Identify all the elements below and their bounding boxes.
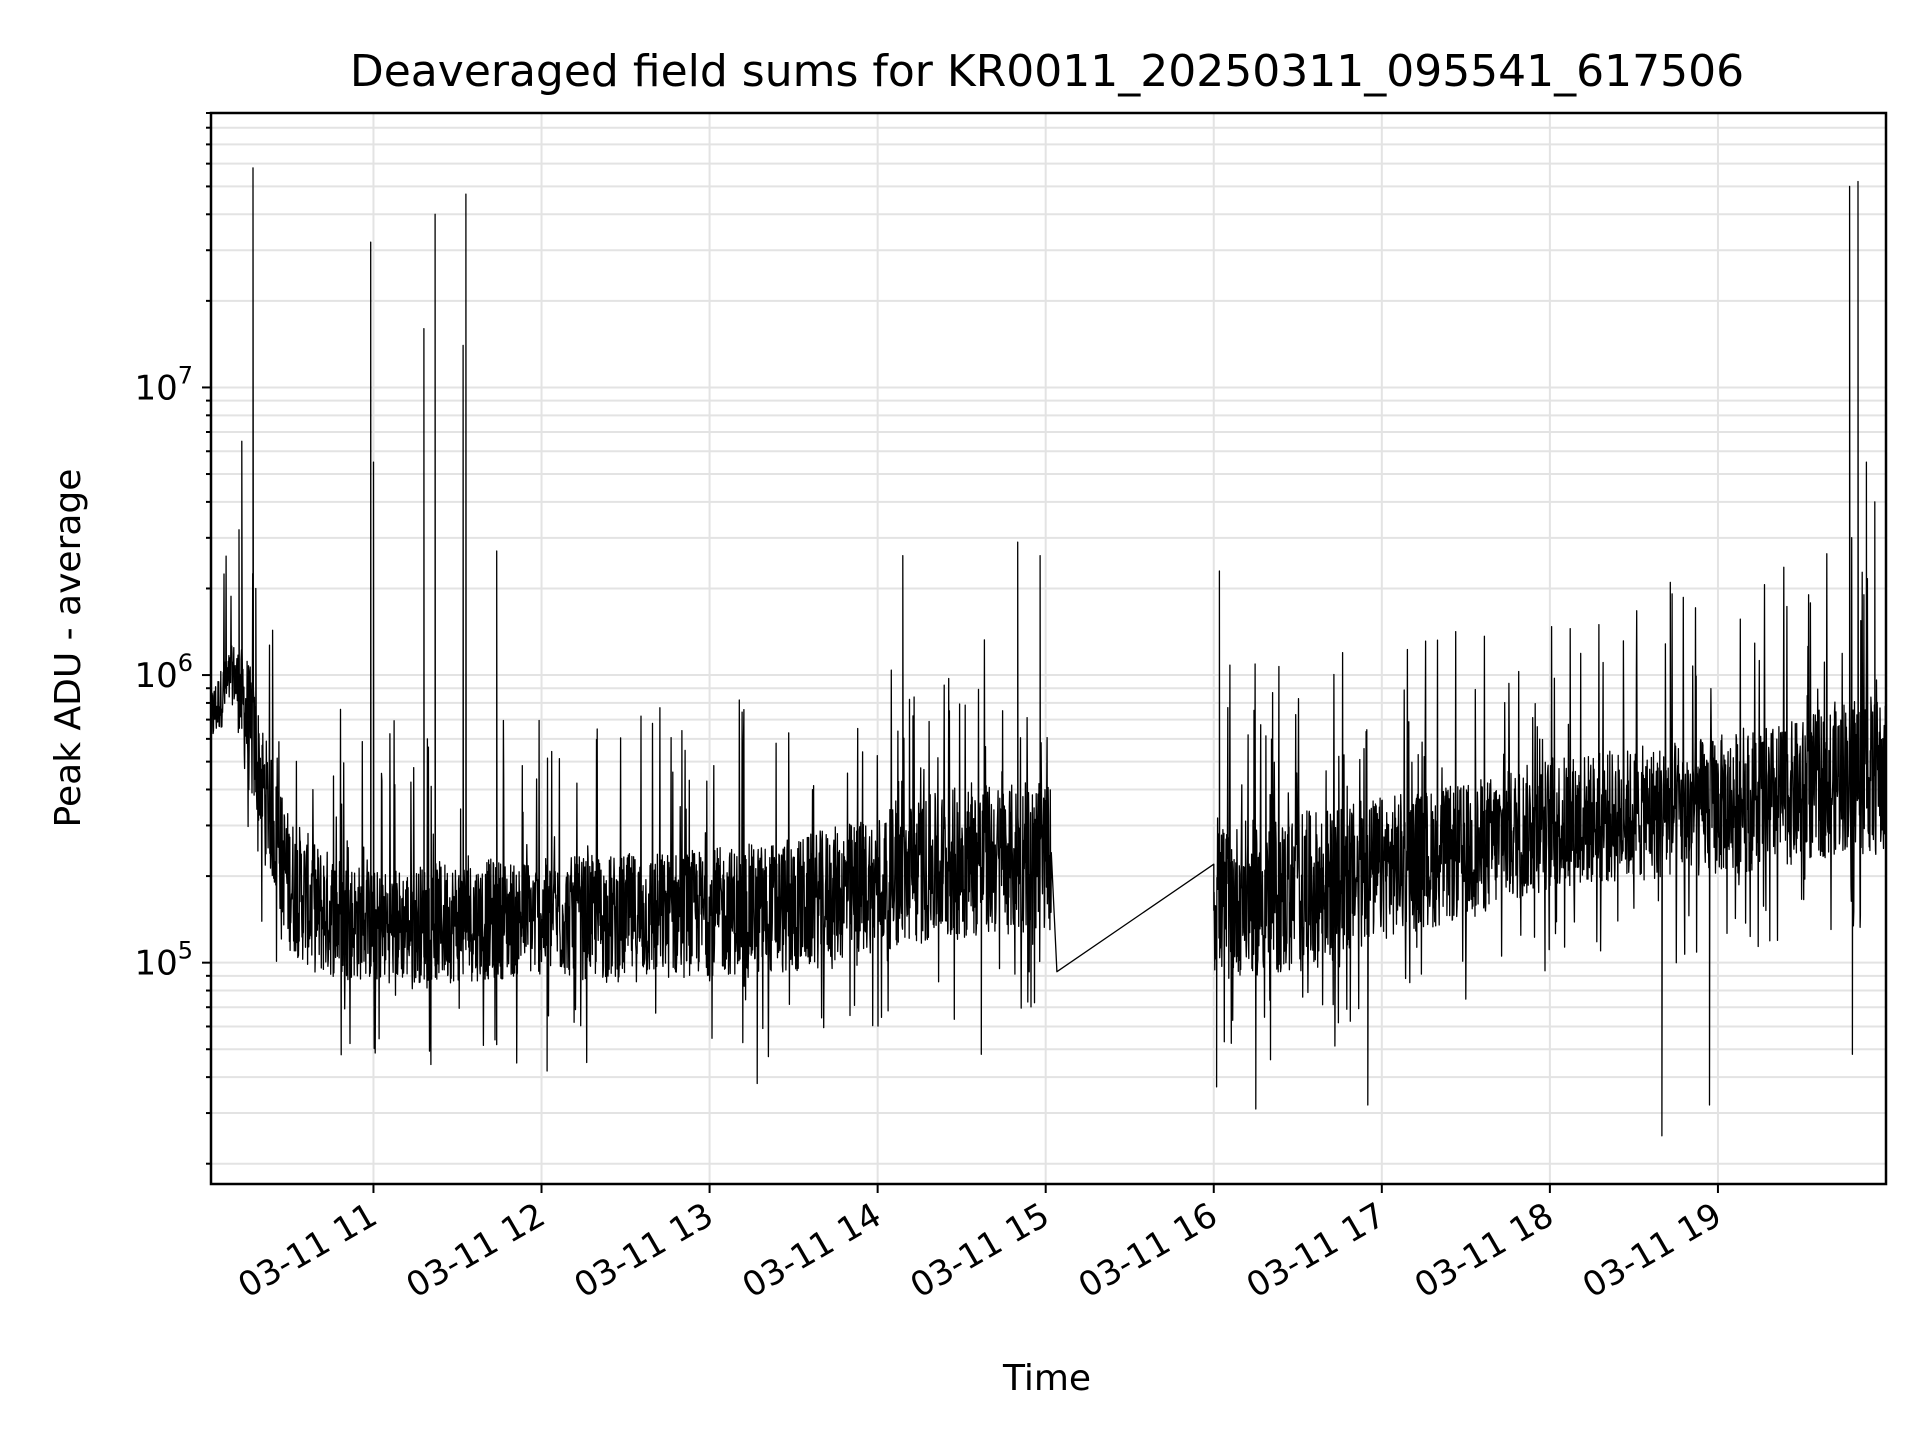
chart-title: Deaveraged field sums for KR0011_2025031… (350, 46, 1744, 97)
x-tick-label: 03-11 18 (1408, 1195, 1560, 1306)
x-tick-label: 03-11 15 (904, 1195, 1056, 1306)
x-tick-label: 03-11 14 (736, 1195, 888, 1306)
x-tick-label: 03-11 12 (400, 1195, 552, 1306)
y-tick-label: 106 (134, 649, 193, 696)
x-tick-label: 03-11 16 (1072, 1195, 1224, 1306)
x-tick-label: 03-11 11 (232, 1195, 384, 1306)
y-axis-label: Peak ADU - average (48, 469, 89, 828)
x-tick-label: 03-11 13 (568, 1195, 720, 1306)
x-tick-label: 03-11 19 (1576, 1195, 1728, 1306)
x-axis-label: Time (1002, 1358, 1091, 1399)
data-series (210, 167, 1887, 1137)
y-tick-label: 105 (134, 937, 193, 984)
x-tick-label: 03-11 17 (1240, 1195, 1392, 1306)
y-tick-label: 107 (134, 361, 193, 408)
plot-frame (209, 111, 1888, 1186)
series-line (210, 167, 1887, 1137)
grid-lines (211, 112, 1886, 1184)
